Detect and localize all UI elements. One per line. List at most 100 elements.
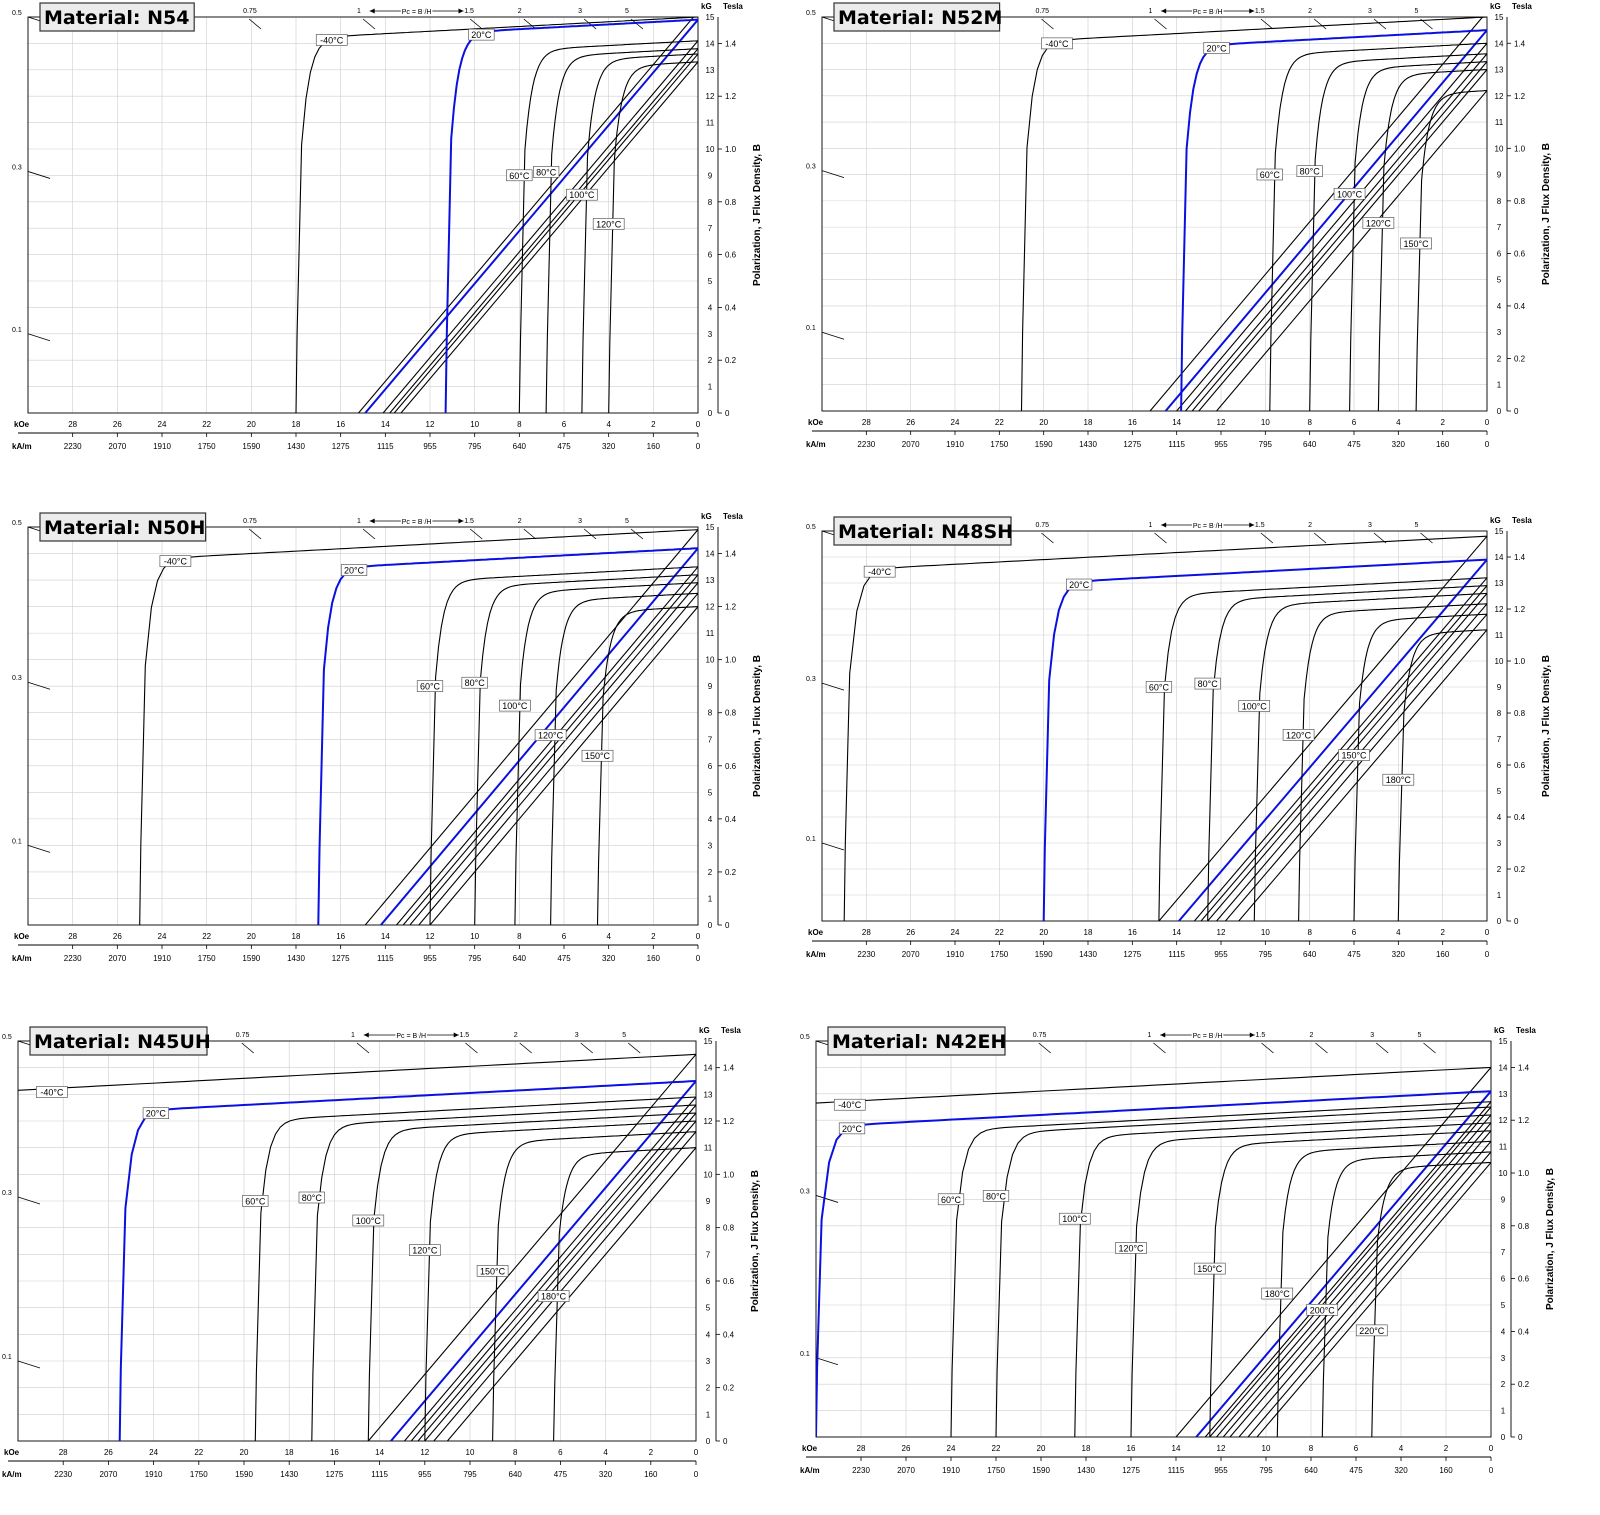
pc-tick-mark bbox=[1373, 18, 1387, 30]
y-tick-label-kg: 15 bbox=[1495, 527, 1504, 536]
pc-left-tick bbox=[27, 681, 51, 690]
y-axis-title: Polarization, J Flux Density, B bbox=[752, 144, 763, 286]
y-tick-label-kg: 8 bbox=[1497, 709, 1502, 718]
x-tick-label-koe: 4 bbox=[606, 420, 611, 429]
y-tick-label-kg: 9 bbox=[708, 682, 713, 691]
x-tick-label-koe: 14 bbox=[381, 932, 390, 941]
y-tick-label-kg: 7 bbox=[1497, 223, 1502, 232]
y-tick-label-kg: 5 bbox=[708, 788, 713, 797]
y-axis-title: Polarization, J Flux Density, B bbox=[1541, 655, 1552, 797]
y-tick-label-kg: 3 bbox=[706, 1357, 711, 1366]
y-tick-label-kg: 13 bbox=[706, 576, 715, 585]
material-title: Material: N48SH bbox=[838, 521, 1013, 543]
pc-tick-label: 1.5 bbox=[464, 8, 474, 15]
b-line-80 bbox=[1209, 1106, 1491, 1437]
x-tick-label-koe: 4 bbox=[1399, 1444, 1404, 1453]
x-tick-label-kam: 1590 bbox=[242, 954, 260, 963]
x-axis-unit-kam: kA/m bbox=[800, 1466, 820, 1475]
y-tick-label-kg: 12 bbox=[706, 92, 715, 101]
y-tick-label-kg: 9 bbox=[706, 1197, 711, 1206]
x-tick-label-koe: 20 bbox=[240, 1448, 249, 1457]
temperature-label: 60°C bbox=[245, 1196, 266, 1206]
pc-arrow-left-icon bbox=[1161, 522, 1167, 528]
x-tick-label-koe: 28 bbox=[862, 418, 871, 427]
y-axis-unit-tesla: Tesla bbox=[1512, 2, 1532, 11]
b-line-220 bbox=[1256, 1162, 1491, 1437]
x-tick-label-koe: 4 bbox=[1396, 418, 1401, 427]
pc-tick-mark bbox=[1154, 18, 1167, 30]
x-tick-label-koe: 12 bbox=[1217, 1444, 1226, 1453]
x-tick-label-koe: 8 bbox=[513, 1448, 518, 1457]
x-tick-label-kam: 955 bbox=[418, 1470, 432, 1479]
b-line-80 bbox=[410, 1104, 696, 1441]
y-tick-label-kg: 11 bbox=[1495, 631, 1504, 640]
y-axis: kG Tesla012345678910111213141500.20.40.60… bbox=[699, 1026, 761, 1446]
y-tick-label-tesla: 1.0 bbox=[1514, 144, 1526, 153]
x-tick-label-kam: 2070 bbox=[897, 1466, 915, 1475]
pc-tick-mark bbox=[1315, 1042, 1328, 1054]
temperature-label-box bbox=[461, 676, 488, 689]
x-tick-label-koe: 28 bbox=[68, 420, 77, 429]
x-tick-label-koe: 8 bbox=[517, 932, 522, 941]
y-axis-unit-tesla: Tesla bbox=[1516, 1026, 1536, 1035]
pc-tick-label: 1.5 bbox=[1255, 8, 1265, 15]
pc-tick-label: 2 bbox=[1308, 522, 1312, 529]
pc-tick-mark bbox=[523, 528, 537, 540]
x-tick-label-kam: 2230 bbox=[64, 954, 82, 963]
x-tick-label-kam: 795 bbox=[1259, 440, 1273, 449]
pc-left-tick bbox=[815, 1357, 839, 1366]
x-tick-label-koe: 16 bbox=[336, 420, 345, 429]
j-curve-150 bbox=[1415, 90, 1487, 411]
pc-tick-label: 3 bbox=[1370, 1032, 1374, 1039]
b-line--40 bbox=[1158, 535, 1487, 921]
temperature-label-box bbox=[863, 565, 896, 578]
material-title-box bbox=[39, 2, 195, 32]
temperature-label-box bbox=[1338, 749, 1370, 761]
x-tick-label-koe: 8 bbox=[1309, 1444, 1314, 1453]
temperature-label: 100°C bbox=[1337, 189, 1363, 199]
y-tick-label-kg: 0 bbox=[706, 1437, 711, 1446]
x-tick-label-kam: 1115 bbox=[371, 1470, 388, 1479]
x-tick-label-kam: 955 bbox=[423, 954, 437, 963]
grid bbox=[815, 1040, 1492, 1438]
temperature-label: 150°C bbox=[1197, 1264, 1223, 1274]
pc-tick-mark bbox=[1154, 532, 1167, 544]
x-tick-label-koe: 14 bbox=[1172, 1444, 1181, 1453]
x-tick-label-koe: 10 bbox=[1262, 1444, 1271, 1453]
x-tick-label-koe: 6 bbox=[1354, 1444, 1359, 1453]
temperature-label: 120°C bbox=[1366, 218, 1392, 228]
pc-tick-mark bbox=[1423, 1042, 1436, 1054]
pc-tick-label: 2 bbox=[1310, 1032, 1314, 1039]
temperature-label-box bbox=[142, 1107, 169, 1119]
y-tick-label-tesla: 1.4 bbox=[725, 550, 737, 559]
b-line-60 bbox=[382, 40, 698, 413]
x-tick-label-koe: 6 bbox=[1352, 418, 1357, 427]
j-curve-150 bbox=[596, 606, 698, 925]
x-tick-label-kam: 2070 bbox=[902, 440, 920, 449]
temperature-label-box bbox=[315, 34, 348, 46]
y-tick-label-kg: 13 bbox=[704, 1090, 713, 1099]
j-curve--40 bbox=[18, 1053, 696, 1091]
temperature-label: 20°C bbox=[1207, 43, 1228, 53]
grid bbox=[27, 16, 699, 414]
x-tick-label-koe: 28 bbox=[59, 1448, 68, 1457]
y-tick-label-tesla: 0 bbox=[1518, 1433, 1523, 1442]
temperature-label: 80°C bbox=[1300, 167, 1321, 177]
y-tick-label-tesla: 0.4 bbox=[725, 303, 737, 312]
temperature-label: 80°C bbox=[986, 1191, 1007, 1201]
pc-tick-label: 3 bbox=[575, 1032, 579, 1039]
x-tick-label-koe: 8 bbox=[1307, 418, 1312, 427]
x-tick-label-kam: 2070 bbox=[100, 1470, 118, 1479]
temperature-label: 100°C bbox=[1242, 702, 1268, 712]
pc-left-label: 0.5 bbox=[806, 10, 816, 17]
y-tick-label-tesla: 0.6 bbox=[723, 1277, 735, 1286]
x-tick-label-koe: 26 bbox=[113, 932, 122, 941]
y-tick-label-kg: 14 bbox=[706, 550, 715, 559]
pc-tick-label: 5 bbox=[1418, 1032, 1422, 1039]
x-tick-label-koe: 24 bbox=[149, 1448, 158, 1457]
